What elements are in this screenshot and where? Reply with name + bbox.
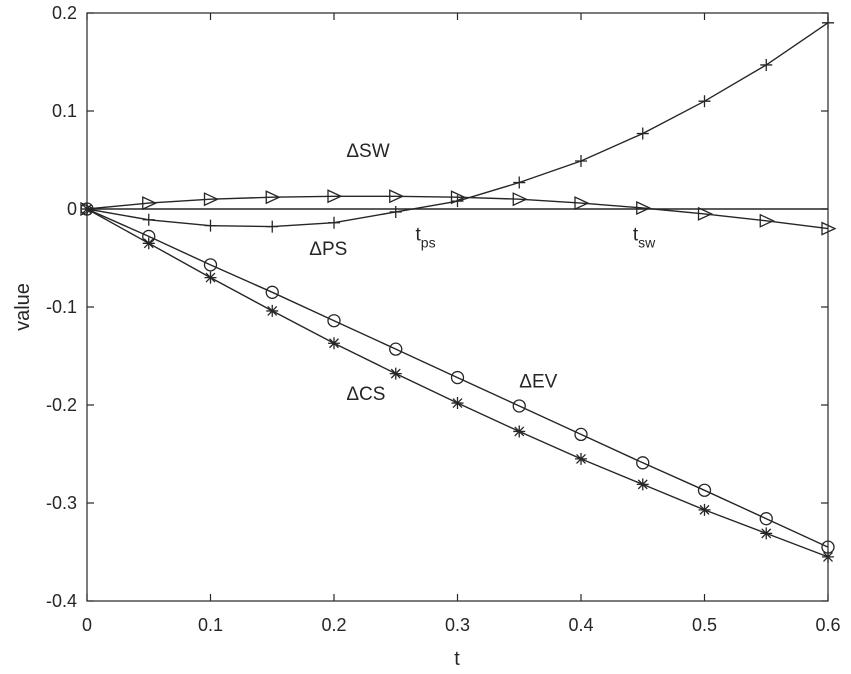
data-point [697,206,714,221]
data-point [636,201,652,216]
data-point [512,399,526,413]
data-point [328,337,340,350]
data-point [760,58,773,71]
y-tick-label: 0 [67,199,77,219]
y-tick-label: -0.4 [46,591,77,611]
data-point [513,176,526,189]
data-point [327,189,343,204]
x-tick-label: 0.4 [568,615,593,635]
data-point [142,237,155,250]
data-point [204,219,217,232]
data-point [203,258,218,272]
y-tick-label: 0.1 [52,101,77,121]
data-point [450,190,467,205]
annotation-sw: ΔSW [346,141,389,162]
data-point [451,397,464,410]
y-tick-label: -0.2 [46,395,77,415]
data-point [575,154,587,167]
data-point [574,427,588,442]
y-axis-title: value [12,283,34,331]
series-line [86,195,829,230]
x-axis-title: t [454,648,460,670]
x-tick-label: 0.5 [692,615,717,635]
data-point [698,503,711,516]
data-point [203,192,220,207]
data-point [636,127,649,140]
data-point [759,213,775,228]
x-tick-label: 0.3 [445,615,470,635]
annotation-ps: ΔPS [309,239,347,260]
series-2-circle [80,202,835,554]
data-point [574,196,590,211]
data-point [697,483,712,497]
data-point [759,512,773,526]
annotation-ev: ΔEV [519,371,557,392]
data-point [450,370,465,385]
annotation-cs: ΔCS [346,384,385,405]
x-tick-label: 0.6 [815,615,840,635]
data-point [512,192,528,207]
x-tick-label: 0.1 [198,615,223,635]
x-tick-label: 0 [82,615,92,635]
data-point [389,367,402,380]
data-point [389,342,403,356]
data-point [142,196,158,211]
data-point [327,314,341,328]
y-tick-label: -0.3 [46,493,77,513]
data-point [760,527,773,540]
data-point [265,190,281,205]
data-point [266,304,279,317]
y-tick-label: 0.2 [52,3,77,23]
x-tick-label: 0.2 [321,615,346,635]
annotation-tsw: tsw [633,224,656,250]
data-point [142,213,155,226]
data-point [328,216,340,229]
data-point [513,425,526,438]
annotation-tps: tps [416,224,436,250]
data-point [389,189,405,204]
data-point [698,95,711,108]
y-tick-label: -0.1 [46,297,77,317]
tick-layer: 0 0.1 0.2 0.3 0.4 0.5 0.6 -0.4 -0.3 -0.2 -0.1 0 0.1 0… [46,3,841,635]
data-point [636,478,649,491]
data-point [575,452,587,465]
series-0-plus [81,16,834,233]
series-layer [80,16,837,563]
data-point [636,456,650,470]
data-point [265,285,279,299]
data-point [389,205,402,218]
data-point [204,271,217,284]
data-point [266,220,279,233]
annotation-layer: ΔSW ΔPS ΔCS ΔEV tps tsw [309,141,656,405]
series-line [86,208,829,548]
